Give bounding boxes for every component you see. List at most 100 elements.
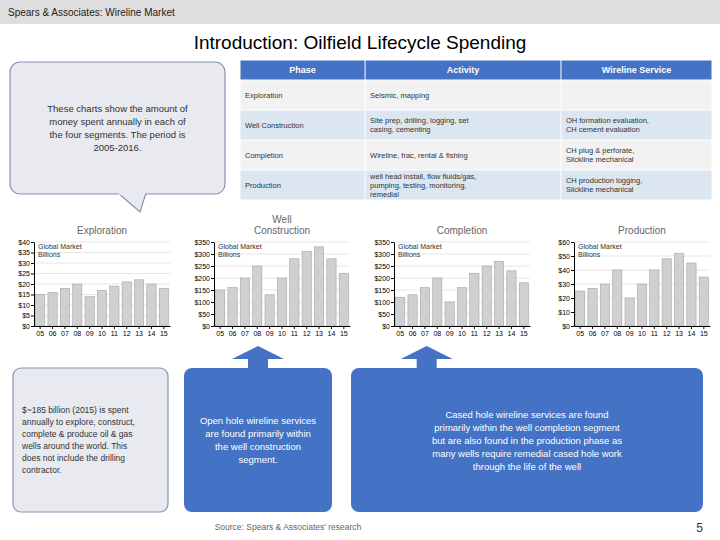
y-tick: $250 bbox=[374, 263, 394, 270]
x-tick: 07 bbox=[241, 326, 249, 337]
y-tick-label: $60 bbox=[558, 239, 570, 246]
y-axis: $0$10$20$30$40$50$60 bbox=[558, 239, 574, 330]
tick-mark bbox=[391, 254, 394, 255]
tick-mark bbox=[617, 326, 618, 329]
x-tick-label: 07 bbox=[601, 330, 609, 337]
y-axis: $0$5$10$15$20$25$30$35$40 bbox=[18, 239, 34, 330]
tick-mark bbox=[211, 266, 214, 267]
grid bbox=[214, 242, 350, 326]
x-tick: 06 bbox=[229, 326, 237, 337]
table-header-text: Phase bbox=[289, 65, 316, 75]
y-tick: $150 bbox=[194, 287, 214, 294]
y-tick-label: $15 bbox=[18, 291, 30, 298]
x-tick-label: 15 bbox=[340, 330, 348, 337]
x-tick-label: 11 bbox=[651, 330, 658, 337]
tick-mark bbox=[462, 326, 463, 329]
y-tick: $300 bbox=[194, 251, 214, 258]
y-tick: $0 bbox=[202, 323, 214, 330]
table-header-cell bbox=[241, 61, 365, 80]
x-axis: 0506070809101112131415 bbox=[215, 326, 351, 337]
bar bbox=[290, 259, 299, 326]
tick-mark bbox=[139, 326, 140, 329]
y-tick-label: $25 bbox=[18, 270, 30, 277]
table-cell bbox=[241, 111, 365, 140]
tick-mark bbox=[126, 326, 127, 329]
bar bbox=[699, 277, 708, 326]
y-tick-label: $0 bbox=[202, 323, 210, 330]
bar bbox=[60, 288, 69, 326]
y-tick: $100 bbox=[374, 299, 394, 306]
table-header-cell bbox=[366, 61, 561, 80]
tick-mark bbox=[64, 326, 65, 329]
y-tick-label: $0 bbox=[562, 323, 570, 330]
table-cell-text: CH plug & perforate,Slickline mechanical bbox=[566, 146, 634, 164]
x-tick: 11 bbox=[291, 326, 298, 337]
bar bbox=[36, 295, 45, 327]
x-tick-label: 08 bbox=[253, 330, 261, 337]
x-tick: 05 bbox=[396, 326, 404, 337]
tick-mark bbox=[211, 290, 214, 291]
x-tick-label: 07 bbox=[61, 330, 69, 337]
bar bbox=[277, 278, 286, 326]
tick-mark bbox=[580, 326, 581, 329]
x-tick-label: 13 bbox=[675, 330, 683, 337]
tick-mark bbox=[151, 326, 152, 329]
tick-mark bbox=[294, 326, 295, 329]
right-box-text: Cased hole wireline services are foundpr… bbox=[432, 409, 622, 472]
tick-mark bbox=[40, 326, 41, 329]
chart-annotation: Global MarketBillions bbox=[398, 243, 442, 258]
tick-mark bbox=[77, 326, 78, 329]
y-tick-label: $150 bbox=[194, 287, 210, 294]
page: Spears & Associates: Wireline MarketIntr… bbox=[0, 0, 720, 540]
y-tick: $15 bbox=[18, 291, 34, 298]
bar bbox=[339, 273, 348, 326]
y-tick: $40 bbox=[558, 267, 574, 274]
y-tick-label: $0 bbox=[382, 323, 390, 330]
y-tick-label: $20 bbox=[18, 281, 30, 288]
bar bbox=[97, 290, 106, 326]
bar bbox=[494, 261, 503, 326]
table-cell-text: Completion bbox=[245, 151, 283, 160]
y-tick: $100 bbox=[194, 299, 214, 306]
y-tick: $50 bbox=[378, 311, 394, 318]
tick-mark bbox=[31, 316, 34, 317]
tick-mark bbox=[31, 284, 34, 285]
y-tick-label: $40 bbox=[558, 267, 570, 274]
page-number: 5 bbox=[696, 521, 703, 535]
tick-mark bbox=[211, 242, 214, 243]
tick-mark bbox=[571, 256, 574, 257]
y-tick-label: $350 bbox=[194, 239, 210, 246]
x-tick-label: 05 bbox=[216, 330, 224, 337]
tick-mark bbox=[679, 326, 680, 329]
y-tick-label: $150 bbox=[374, 287, 390, 294]
x-tick: 08 bbox=[433, 326, 441, 337]
bar bbox=[122, 282, 131, 326]
chart-annotation: Global MarketBillions bbox=[578, 243, 622, 258]
tick-mark bbox=[642, 326, 643, 329]
x-tick: 15 bbox=[520, 326, 528, 337]
tick-mark bbox=[629, 326, 630, 329]
x-tick-label: 10 bbox=[98, 330, 106, 337]
bar-chart: Production$0$10$20$30$40$50$600506070809… bbox=[558, 225, 710, 337]
x-tick: 06 bbox=[589, 326, 597, 337]
x-tick: 11 bbox=[471, 326, 478, 337]
tick-mark bbox=[52, 326, 53, 329]
tick-mark bbox=[343, 326, 344, 329]
table-cell bbox=[241, 171, 365, 200]
tick-mark bbox=[331, 326, 332, 329]
right-box bbox=[351, 368, 703, 512]
tick-mark bbox=[571, 242, 574, 243]
x-tick-label: 10 bbox=[458, 330, 466, 337]
grid-line bbox=[34, 273, 170, 274]
y-tick-label: $250 bbox=[374, 263, 390, 270]
y-tick-label: $10 bbox=[18, 302, 30, 309]
grid-line bbox=[394, 266, 530, 267]
tick-mark bbox=[282, 326, 283, 329]
x-tick-label: 06 bbox=[409, 330, 417, 337]
y-tick-label: $250 bbox=[194, 263, 210, 270]
y-tick: $30 bbox=[558, 281, 574, 288]
y-tick: $20 bbox=[18, 281, 34, 288]
y-tick: $10 bbox=[558, 309, 574, 316]
tick-mark bbox=[211, 302, 214, 303]
x-tick: 10 bbox=[278, 326, 286, 337]
